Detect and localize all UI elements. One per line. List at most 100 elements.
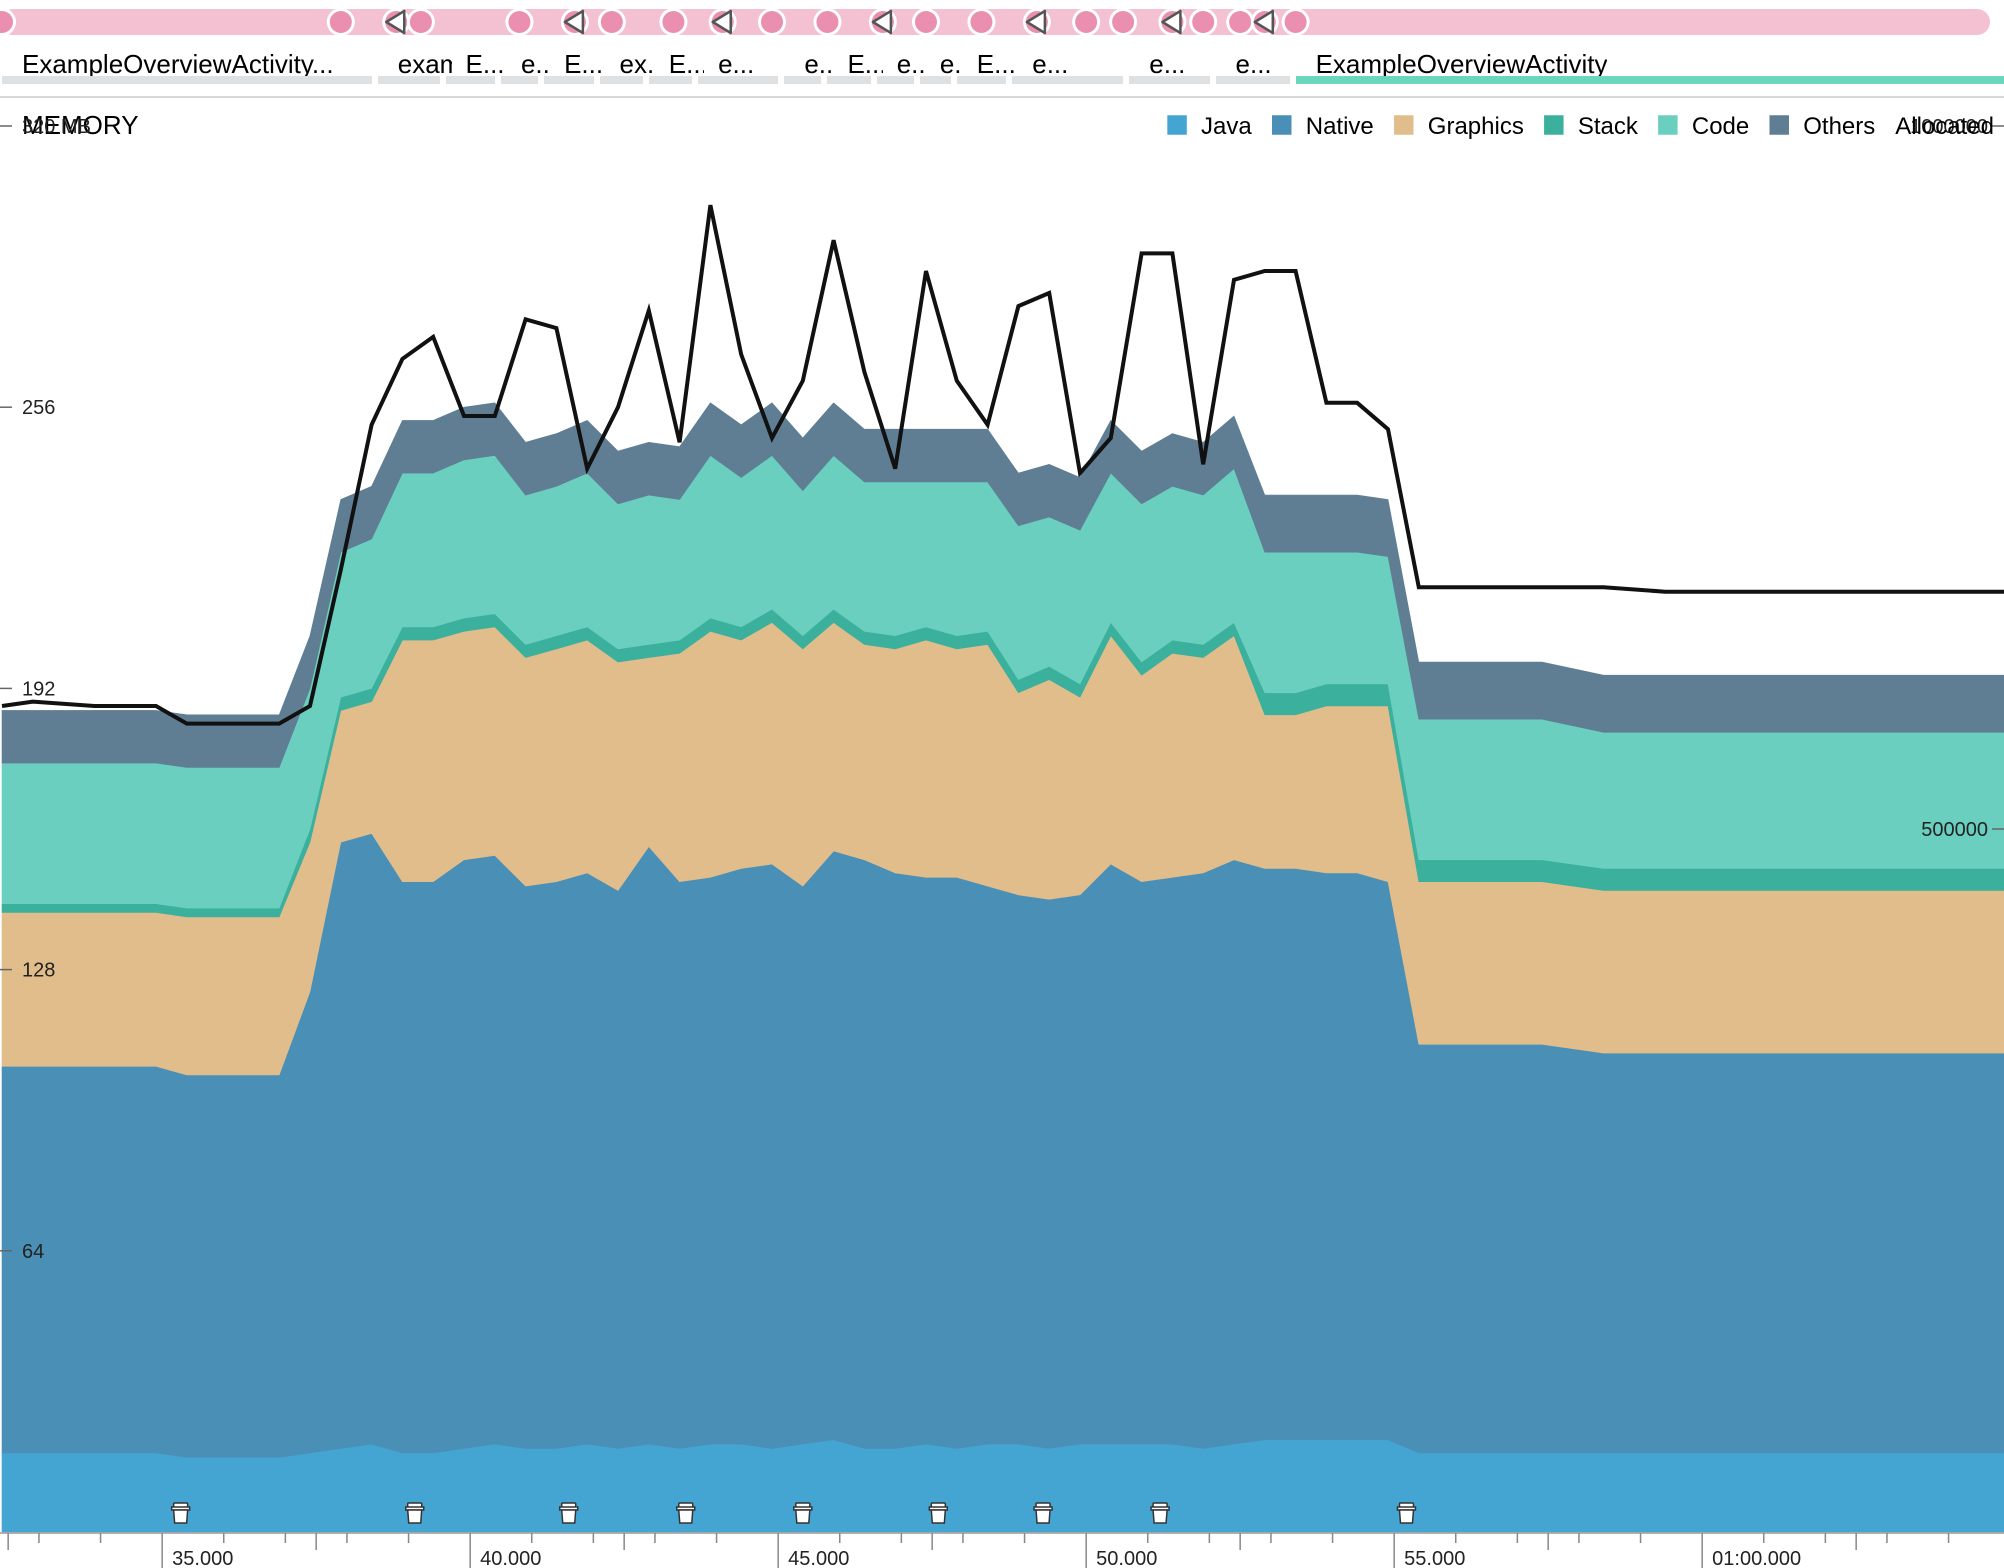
legend-entry-code: Code bbox=[1657, 113, 1749, 140]
activity-line bbox=[1295, 76, 2004, 84]
trash-icon[interactable] bbox=[1396, 1502, 1417, 1524]
legend-entry-java: Java bbox=[1166, 113, 1252, 140]
activity-line bbox=[919, 76, 951, 84]
trash-icon[interactable] bbox=[558, 1502, 579, 1524]
time-axis-tick-label: 45.000 bbox=[788, 1548, 849, 1568]
activity-label[interactable]: E... bbox=[668, 49, 705, 79]
right-axis-tick-label: 500000 bbox=[1921, 819, 1988, 841]
legend-entry-stack: Stack bbox=[1543, 113, 1639, 140]
back-icon bbox=[871, 9, 893, 35]
event-marker[interactable] bbox=[1109, 8, 1138, 36]
trash-icon[interactable] bbox=[928, 1502, 949, 1524]
activity-label[interactable]: e... bbox=[520, 49, 550, 79]
event-marker[interactable] bbox=[1022, 8, 1051, 36]
activity-line bbox=[2, 76, 372, 84]
event-marker[interactable] bbox=[1158, 8, 1187, 36]
legend-label: Allocated bbox=[1895, 113, 1994, 140]
left-axis: 64 128 192 256 320 MB bbox=[0, 116, 91, 1263]
left-axis-tick-label: 256 bbox=[22, 397, 55, 419]
memory-chart: MEMORY 64 128 192 256 320 MB 500000 1000000 3… bbox=[0, 110, 2004, 1568]
event-track[interactable] bbox=[0, 0, 2004, 44]
activity-line bbox=[544, 76, 594, 84]
activity-label[interactable]: e... bbox=[1032, 49, 1069, 79]
activity-line bbox=[500, 76, 539, 84]
activity-line bbox=[377, 76, 440, 84]
event-marker[interactable] bbox=[708, 8, 737, 36]
activity-line bbox=[698, 76, 779, 84]
activity-line bbox=[827, 76, 871, 84]
event-marker[interactable] bbox=[967, 8, 996, 36]
back-icon bbox=[1025, 9, 1047, 35]
activity-label[interactable]: E... bbox=[847, 49, 883, 79]
event-marker[interactable] bbox=[505, 8, 534, 36]
activity-line bbox=[445, 76, 495, 84]
event-marker[interactable] bbox=[1281, 8, 1310, 36]
event-marker[interactable] bbox=[659, 8, 688, 36]
event-marker[interactable] bbox=[1189, 8, 1218, 36]
activity-label[interactable]: e... bbox=[1149, 49, 1186, 79]
activity-label[interactable]: ex... bbox=[619, 49, 655, 79]
time-axis-tick-label: 50.000 bbox=[1096, 1548, 1157, 1568]
activity-label[interactable]: e... bbox=[718, 49, 755, 79]
event-marker[interactable] bbox=[758, 8, 786, 36]
legend: Allocated Others Code Stack Graphics Native Ja… bbox=[1166, 113, 1994, 140]
legend-swatch bbox=[1768, 114, 1790, 136]
activity-line bbox=[784, 76, 822, 84]
activity-bar: ExampleOverviewActivity... examp... E... e.… bbox=[0, 48, 2004, 88]
activity-line bbox=[1129, 76, 1210, 84]
time-axis: 35.000 40.000 45.000 50.000 55.000 01:00.000 bbox=[0, 1532, 2004, 1568]
legend-label: Native bbox=[1306, 113, 1374, 140]
event-marker[interactable] bbox=[406, 8, 435, 36]
activity-label[interactable]: E... bbox=[564, 49, 604, 79]
event-marker[interactable] bbox=[1226, 8, 1255, 36]
total-memory-line bbox=[1, 204, 2004, 726]
trash-icon[interactable] bbox=[676, 1502, 696, 1524]
legend-label: Code bbox=[1692, 113, 1749, 140]
activity-line bbox=[956, 76, 1007, 84]
activity-line bbox=[648, 76, 693, 84]
legend-entry-native: Native bbox=[1271, 113, 1374, 140]
back-icon bbox=[1161, 9, 1182, 35]
event-marker[interactable] bbox=[382, 8, 411, 36]
event-marker[interactable] bbox=[1250, 8, 1279, 36]
activity-label[interactable]: e... bbox=[939, 49, 963, 79]
trash-icon[interactable] bbox=[170, 1502, 191, 1524]
event-marker[interactable] bbox=[1072, 8, 1101, 36]
divider bbox=[0, 96, 2004, 98]
back-icon bbox=[384, 9, 406, 35]
activity-label[interactable]: E... bbox=[465, 49, 505, 79]
legend-swatch bbox=[1393, 114, 1415, 136]
activity-label[interactable]: e... bbox=[896, 49, 926, 79]
time-axis-tick-label: 35.000 bbox=[172, 1548, 233, 1568]
activity-line bbox=[876, 76, 914, 84]
event-marker[interactable] bbox=[813, 8, 842, 36]
activity-label[interactable]: e... bbox=[804, 49, 834, 79]
activity-label[interactable]: examp... bbox=[397, 49, 452, 79]
left-axis-tick-label: 128 bbox=[22, 960, 55, 982]
back-icon bbox=[563, 9, 585, 35]
left-axis-tick-label: 320 MB bbox=[22, 116, 91, 138]
event-marker[interactable] bbox=[0, 8, 16, 36]
trash-icon[interactable] bbox=[404, 1502, 425, 1524]
trash-icon[interactable] bbox=[793, 1502, 813, 1524]
event-marker[interactable] bbox=[326, 8, 355, 36]
event-marker[interactable] bbox=[912, 8, 940, 36]
left-axis-tick-label: 64 bbox=[22, 1241, 44, 1263]
activity-label[interactable]: ExampleOverviewActivity... bbox=[22, 49, 334, 79]
legend-swatch bbox=[1657, 114, 1679, 136]
event-marker[interactable] bbox=[560, 8, 589, 36]
activity-label[interactable]: ExampleOverviewActivity bbox=[1315, 49, 1608, 79]
time-axis-tick-label: 40.000 bbox=[480, 1548, 541, 1568]
trash-icon[interactable] bbox=[1033, 1502, 1053, 1524]
event-marker[interactable] bbox=[597, 8, 626, 36]
legend-label: Others bbox=[1803, 113, 1875, 140]
activity-line bbox=[1012, 76, 1124, 84]
activity-label[interactable]: E... bbox=[976, 49, 1016, 79]
activity-label[interactable]: e... bbox=[1235, 49, 1272, 79]
legend-swatch bbox=[1166, 114, 1188, 136]
right-axis: 500000 1000000 bbox=[1910, 116, 2004, 841]
trash-icon[interactable] bbox=[1150, 1502, 1170, 1524]
legend-entry-graphics: Graphics bbox=[1393, 113, 1524, 140]
series-area-others bbox=[1, 402, 2004, 768]
event-marker[interactable] bbox=[868, 8, 897, 36]
